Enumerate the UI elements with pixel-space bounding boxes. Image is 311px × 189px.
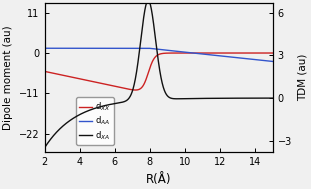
- Y-axis label: TDM (au): TDM (au): [298, 54, 308, 101]
- d$_{XX}$: [223, 52, 226, 54]
- d$_{XA}$: [154, 39, 158, 41]
- d$_{AA}$: [154, 48, 158, 50]
- d$_{XX}$: [154, 55, 158, 58]
- d$_{AA}$: [148, 47, 151, 50]
- d$_{XA}$: [54, 132, 58, 134]
- d$_{XX}$: [43, 70, 46, 73]
- d$_{XA}$: [264, 97, 268, 99]
- d$_{XX}$: [271, 52, 275, 54]
- d$_{XX}$: [54, 73, 58, 75]
- d$_{XA}$: [223, 97, 226, 99]
- Y-axis label: Dipole moment (au): Dipole moment (au): [3, 26, 13, 130]
- d$_{AA}$: [142, 47, 146, 49]
- d$_{XA}$: [271, 97, 275, 99]
- d$_{AA}$: [271, 60, 275, 63]
- d$_{XX}$: [148, 68, 151, 70]
- d$_{XA}$: [43, 147, 46, 149]
- Legend: d$_{XX}$, d$_{AA}$, d$_{XA}$: d$_{XX}$, d$_{AA}$, d$_{XA}$: [76, 98, 114, 145]
- d$_{XX}$: [134, 89, 137, 91]
- d$_{XA}$: [264, 97, 268, 99]
- d$_{AA}$: [54, 47, 58, 49]
- d$_{AA}$: [223, 55, 226, 57]
- Line: d$_{XA}$: d$_{XA}$: [44, 0, 273, 148]
- d$_{AA}$: [264, 60, 268, 62]
- Line: d$_{XX}$: d$_{XX}$: [44, 53, 273, 90]
- d$_{XX}$: [264, 52, 268, 54]
- d$_{XA}$: [148, 1, 151, 3]
- d$_{XX}$: [265, 52, 268, 54]
- X-axis label: R(Å): R(Å): [146, 173, 171, 186]
- d$_{XX}$: [262, 52, 266, 54]
- Line: d$_{AA}$: d$_{AA}$: [44, 48, 273, 61]
- d$_{AA}$: [264, 60, 268, 62]
- d$_{AA}$: [43, 47, 46, 49]
- d$_{XA}$: [146, 0, 150, 2]
